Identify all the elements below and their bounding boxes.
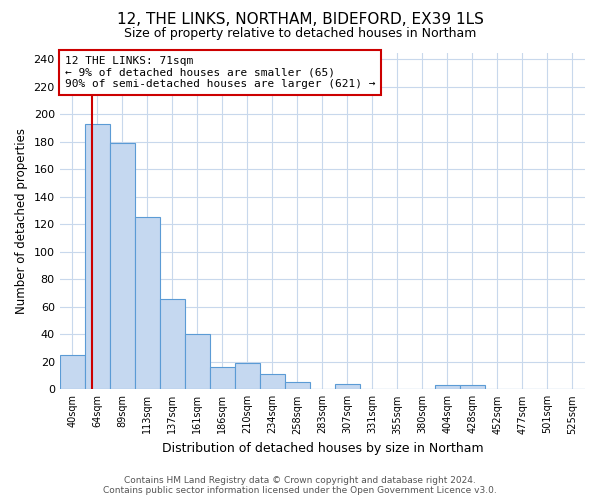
Bar — [135, 218, 160, 390]
Y-axis label: Number of detached properties: Number of detached properties — [15, 128, 28, 314]
Bar — [185, 334, 210, 390]
Bar — [460, 385, 485, 390]
Bar — [335, 384, 360, 390]
Text: 12, THE LINKS, NORTHAM, BIDEFORD, EX39 1LS: 12, THE LINKS, NORTHAM, BIDEFORD, EX39 1… — [116, 12, 484, 28]
Bar — [160, 298, 185, 390]
Bar — [59, 355, 85, 390]
Bar — [235, 363, 260, 390]
X-axis label: Distribution of detached houses by size in Northam: Distribution of detached houses by size … — [161, 442, 483, 455]
Text: Contains HM Land Registry data © Crown copyright and database right 2024.
Contai: Contains HM Land Registry data © Crown c… — [103, 476, 497, 495]
Bar — [285, 382, 310, 390]
Bar — [260, 374, 285, 390]
Text: 12 THE LINKS: 71sqm
← 9% of detached houses are smaller (65)
90% of semi-detache: 12 THE LINKS: 71sqm ← 9% of detached hou… — [65, 56, 376, 89]
Bar — [210, 368, 235, 390]
Bar — [435, 385, 460, 390]
Text: Size of property relative to detached houses in Northam: Size of property relative to detached ho… — [124, 28, 476, 40]
Bar — [85, 124, 110, 390]
Bar — [110, 143, 135, 390]
